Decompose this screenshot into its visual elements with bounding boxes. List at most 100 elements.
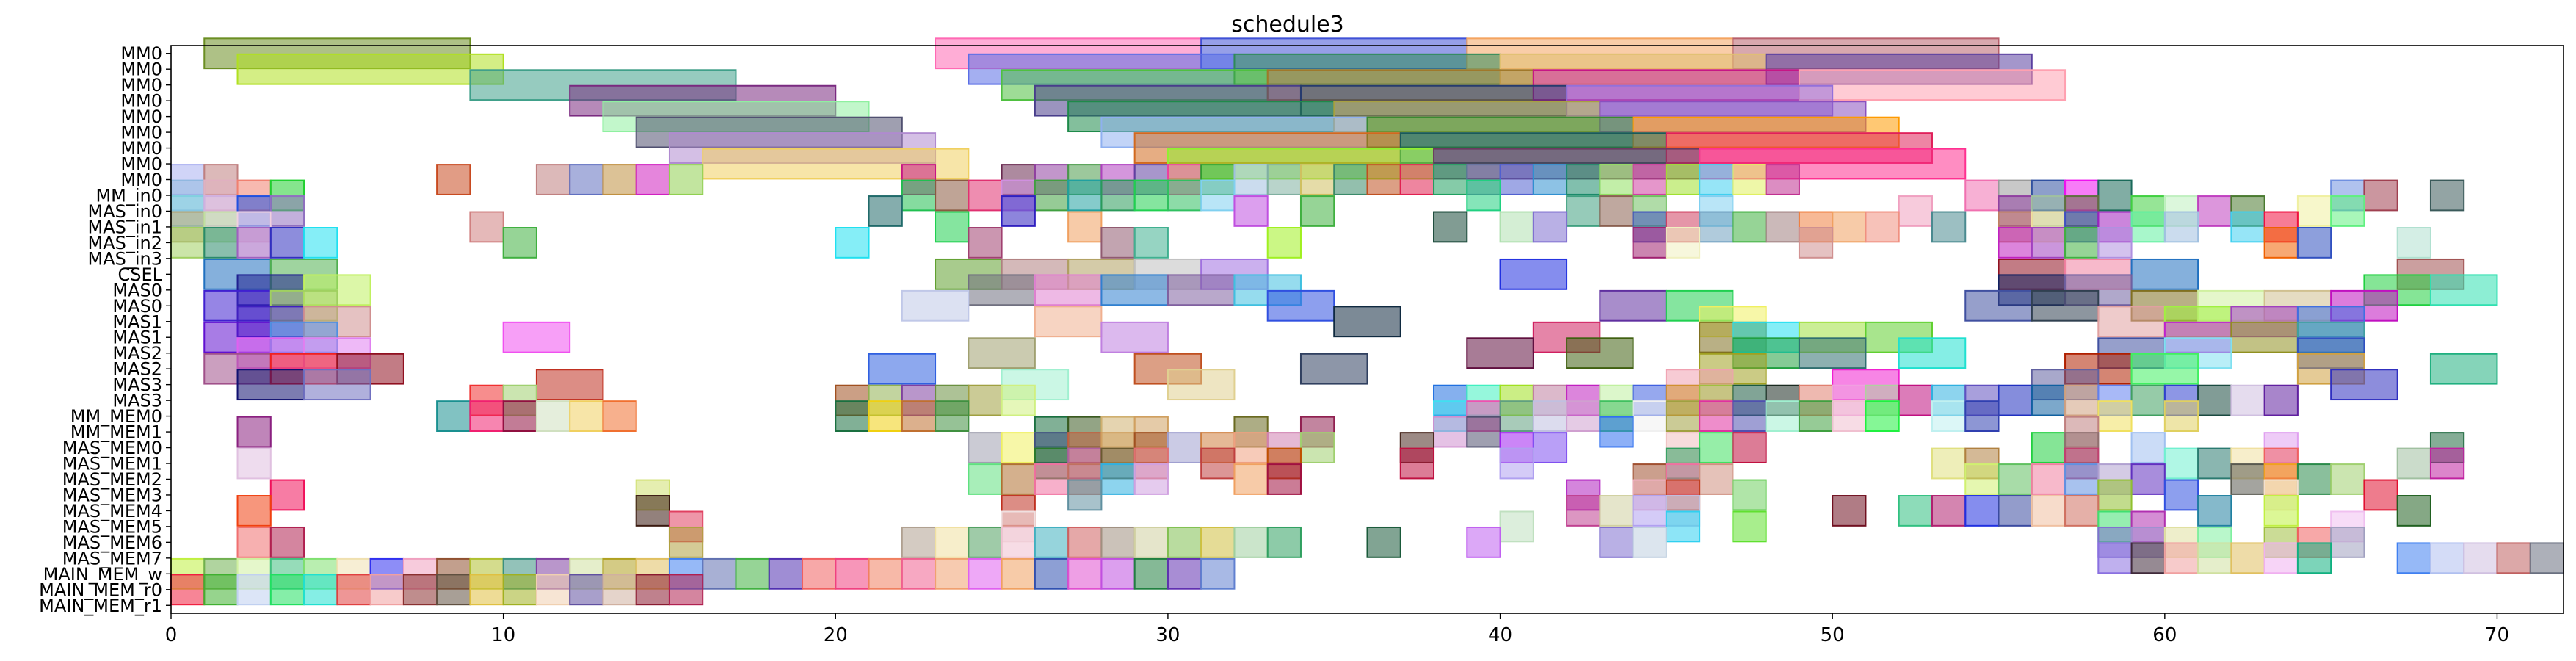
task-bar [1067, 211, 1103, 243]
task-bar [702, 557, 737, 590]
y-tick-label: MAS_MEM0 [62, 438, 162, 458]
task-bar [1233, 463, 1269, 495]
task-bar [2197, 447, 2232, 480]
task-bar [935, 526, 970, 558]
task-bar [236, 369, 305, 401]
task-bar [1266, 289, 1335, 322]
task-bar [2097, 542, 2133, 574]
task-bar [968, 274, 1036, 306]
task-bar [2296, 195, 2332, 227]
y-tick-label: CSEL [117, 264, 162, 285]
task-bar [502, 227, 537, 259]
task-bar [569, 574, 604, 606]
y-tick-label: MM0 [120, 59, 162, 80]
y-tick-label: MAS1 [112, 328, 162, 348]
task-bar [935, 557, 970, 590]
task-bar [2363, 179, 2398, 212]
task-bar [2163, 447, 2199, 480]
y-tick-label: MAS_MEM3 [62, 485, 162, 505]
task-bar [2163, 400, 2199, 432]
task-bar [1001, 195, 1036, 227]
task-bar [1632, 400, 1667, 432]
task-bar [1100, 179, 1136, 212]
y-tick-label: MAS_in3 [87, 248, 162, 269]
task-bar [1200, 179, 1236, 212]
task-bar [2031, 289, 2100, 322]
task-bar [968, 384, 1003, 416]
task-bar [1200, 447, 1236, 480]
task-bar [1034, 463, 1070, 495]
task-bar [2330, 526, 2365, 558]
task-bar [1200, 557, 1236, 590]
task-bar [2197, 384, 2232, 416]
task-bar [203, 574, 239, 606]
task-bar [1732, 510, 1767, 543]
task-bar [2263, 495, 2299, 527]
y-tick-label: MM0 [120, 170, 162, 190]
task-bar [935, 400, 970, 432]
task-bar [1898, 495, 1933, 527]
task-bar [1133, 227, 1169, 259]
y-tick-label: MAS_in2 [87, 233, 162, 253]
task-bar [1898, 384, 1933, 416]
x-tick-label: 10 [491, 624, 515, 646]
task-bar [236, 495, 272, 527]
task-bar [1067, 557, 1103, 590]
task-bar [835, 557, 870, 590]
y-tick-label: MM0 [120, 138, 162, 159]
task-bar [269, 227, 305, 259]
task-bar [236, 416, 272, 448]
task-bar [2429, 542, 2465, 574]
task-bar [2429, 447, 2465, 480]
task-bar [303, 227, 338, 259]
task-bar [2296, 542, 2332, 574]
task-bar [2130, 211, 2166, 243]
task-bar [1034, 557, 1070, 590]
task-bar [1499, 447, 1534, 480]
task-bar [1665, 510, 1701, 543]
task-bar [2197, 495, 2232, 527]
task-bar [2064, 384, 2100, 416]
task-bar [2130, 353, 2199, 385]
task-bar [1266, 164, 1302, 195]
task-bar [2064, 463, 2100, 495]
task-bar [1732, 479, 1767, 511]
task-bar [1499, 258, 1568, 290]
task-bar [635, 574, 670, 606]
task-bar [2263, 384, 2299, 416]
task-bar [835, 400, 870, 432]
task-bar [369, 574, 404, 606]
task-bar [1034, 179, 1070, 212]
task-bar [1865, 211, 1900, 243]
task-bar [901, 526, 937, 558]
task-bar [1798, 227, 1834, 259]
task-bar [1632, 227, 1667, 259]
task-bar [436, 400, 471, 432]
task-bar [1001, 463, 1036, 495]
task-bar [1732, 432, 1767, 463]
task-bar [2429, 179, 2465, 212]
y-tick-label: MAS_MEM6 [62, 532, 162, 553]
y-tick-label: MAIN_MEM_w [43, 564, 162, 585]
task-bar [2097, 227, 2133, 259]
y-tick-label: MAS0 [112, 296, 162, 317]
task-bar [835, 227, 870, 259]
task-bar [236, 526, 272, 558]
task-bar [935, 211, 970, 243]
task-bar [436, 574, 471, 606]
task-bar [968, 179, 1003, 212]
task-bar [170, 574, 206, 606]
task-bar [2396, 495, 2431, 527]
task-bar [1566, 495, 1601, 527]
task-bar [1532, 211, 1568, 243]
task-bar [1599, 195, 1634, 227]
task-bar [1832, 400, 1867, 432]
task-bar [901, 557, 937, 590]
task-bar [2463, 542, 2498, 574]
task-bar [2097, 400, 2133, 432]
task-bar [1100, 526, 1136, 558]
y-axis-labels: MM0MM0MM0MM0MM0MM0MM0MM0MM0MM_in0MAS_in0… [39, 43, 171, 616]
y-tick-label: MAS_MEM5 [62, 516, 162, 537]
task-bar [2396, 542, 2431, 574]
